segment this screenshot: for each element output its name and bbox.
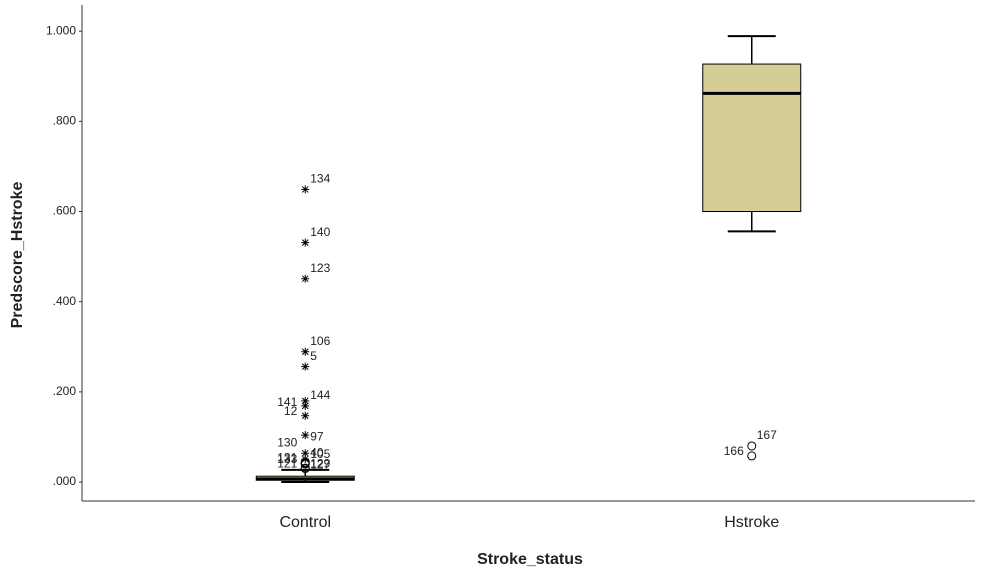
y-tick-label: .200	[53, 384, 77, 398]
outlier-label: 123	[310, 261, 330, 275]
outlier-marker	[300, 459, 310, 469]
outlier-label: 121	[277, 456, 297, 470]
x-axis-title: Stroke_status	[477, 551, 583, 568]
y-axis-title: Predscore_Hstroke	[9, 182, 26, 329]
outlier-marker	[300, 464, 310, 474]
outlier-label: 166	[724, 444, 744, 458]
extreme-marker	[301, 347, 310, 356]
outlier-label: 140	[310, 225, 330, 239]
outlier-marker	[747, 451, 757, 461]
x-tick-label: Hstroke	[724, 514, 779, 531]
extreme-marker	[301, 411, 310, 420]
extreme-marker	[301, 274, 310, 283]
extreme-marker	[301, 185, 310, 194]
outlier-label: 106	[310, 334, 330, 348]
box	[702, 63, 802, 213]
y-tick-label: .800	[53, 114, 77, 128]
x-tick-label: Control	[279, 514, 331, 531]
outlier-label: 130	[277, 435, 297, 449]
outlier-marker	[747, 441, 757, 451]
y-tick-label: .400	[53, 294, 77, 308]
outlier-label: 144	[310, 388, 330, 402]
extreme-marker	[301, 362, 310, 371]
outlier-label: 5	[310, 349, 317, 363]
extreme-marker	[301, 238, 310, 247]
outlier-label: 97	[310, 429, 324, 443]
extreme-marker	[301, 449, 310, 458]
y-tick-label: 1.000	[46, 23, 76, 37]
outlier-label: 134	[310, 172, 330, 186]
extreme-marker	[301, 396, 310, 405]
outlier-label: 127	[310, 458, 330, 472]
outlier-label: 40	[310, 445, 324, 459]
outlier-label: 133	[277, 452, 297, 466]
extreme-marker	[301, 431, 310, 440]
outlier-label: 141	[277, 395, 297, 409]
y-tick-label: .600	[53, 204, 77, 218]
outlier-label: 131	[277, 450, 297, 464]
outlier-label: 129	[310, 457, 330, 471]
y-tick-label: .000	[53, 474, 77, 488]
outlier-label: 167	[757, 428, 777, 442]
outlier-label: 12	[284, 404, 298, 418]
outlier-label: 105	[310, 447, 330, 461]
extreme-marker	[301, 401, 310, 410]
